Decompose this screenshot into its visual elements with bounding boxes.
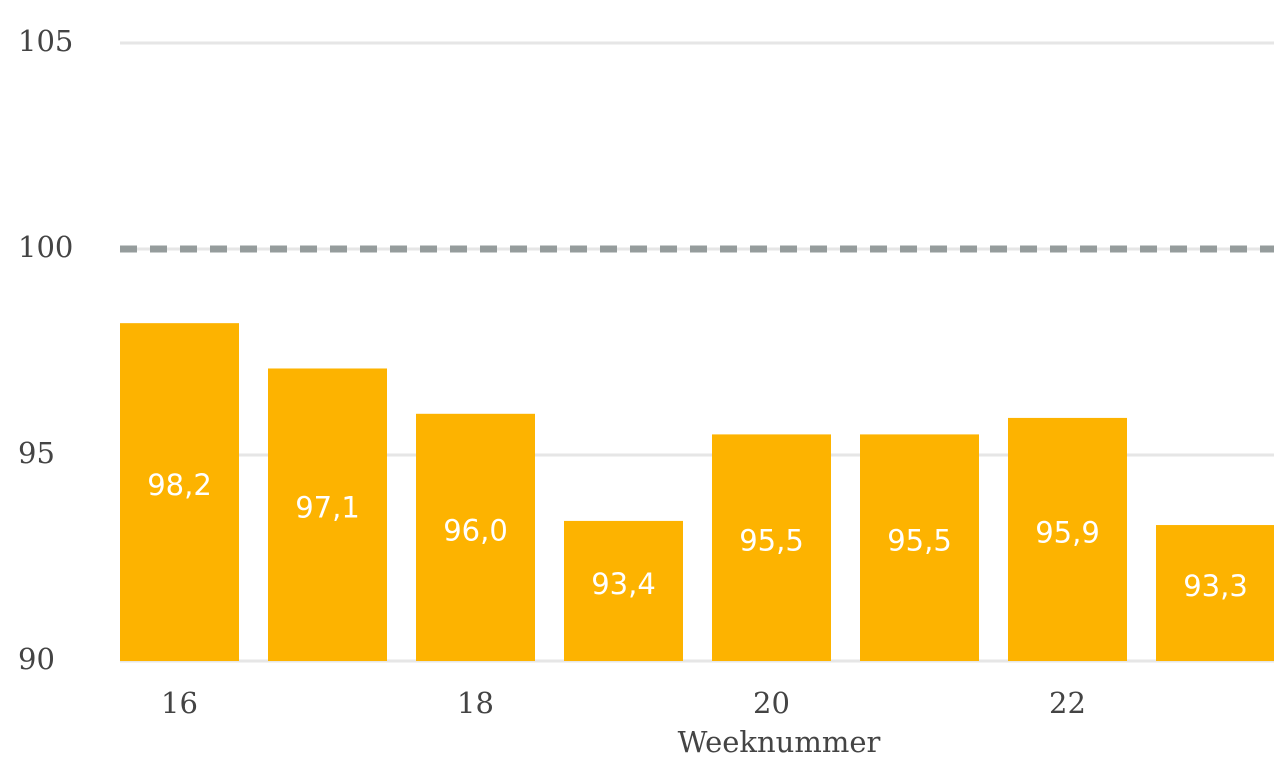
x-tick-label: 20 (753, 686, 790, 720)
bar (1008, 417, 1127, 661)
y-tick-label: 95 (18, 436, 55, 470)
y-tick-label: 105 (18, 24, 73, 58)
bar (712, 434, 831, 661)
bar (120, 323, 239, 661)
value-label: 97,1 (295, 491, 360, 525)
y-tick-label: 90 (18, 642, 55, 676)
value-label: 93,4 (591, 567, 656, 601)
value-label: 93,3 (1183, 569, 1248, 603)
bar (268, 368, 387, 661)
value-label: 96,0 (443, 513, 508, 547)
value-label: 95,5 (887, 524, 952, 558)
y-tick-label: 100 (18, 230, 73, 264)
x-axis-title: Weeknummer (678, 725, 881, 757)
bar (416, 413, 535, 661)
value-label: 98,2 (147, 468, 212, 502)
bar (860, 434, 979, 661)
value-label: 95,5 (739, 524, 804, 558)
bar (1156, 525, 1274, 661)
bar (564, 520, 683, 661)
x-tick-label: 16 (161, 686, 198, 720)
value-label: 95,9 (1035, 515, 1100, 549)
x-tick-label: 22 (1049, 686, 1086, 720)
x-tick-label: 18 (457, 686, 494, 720)
